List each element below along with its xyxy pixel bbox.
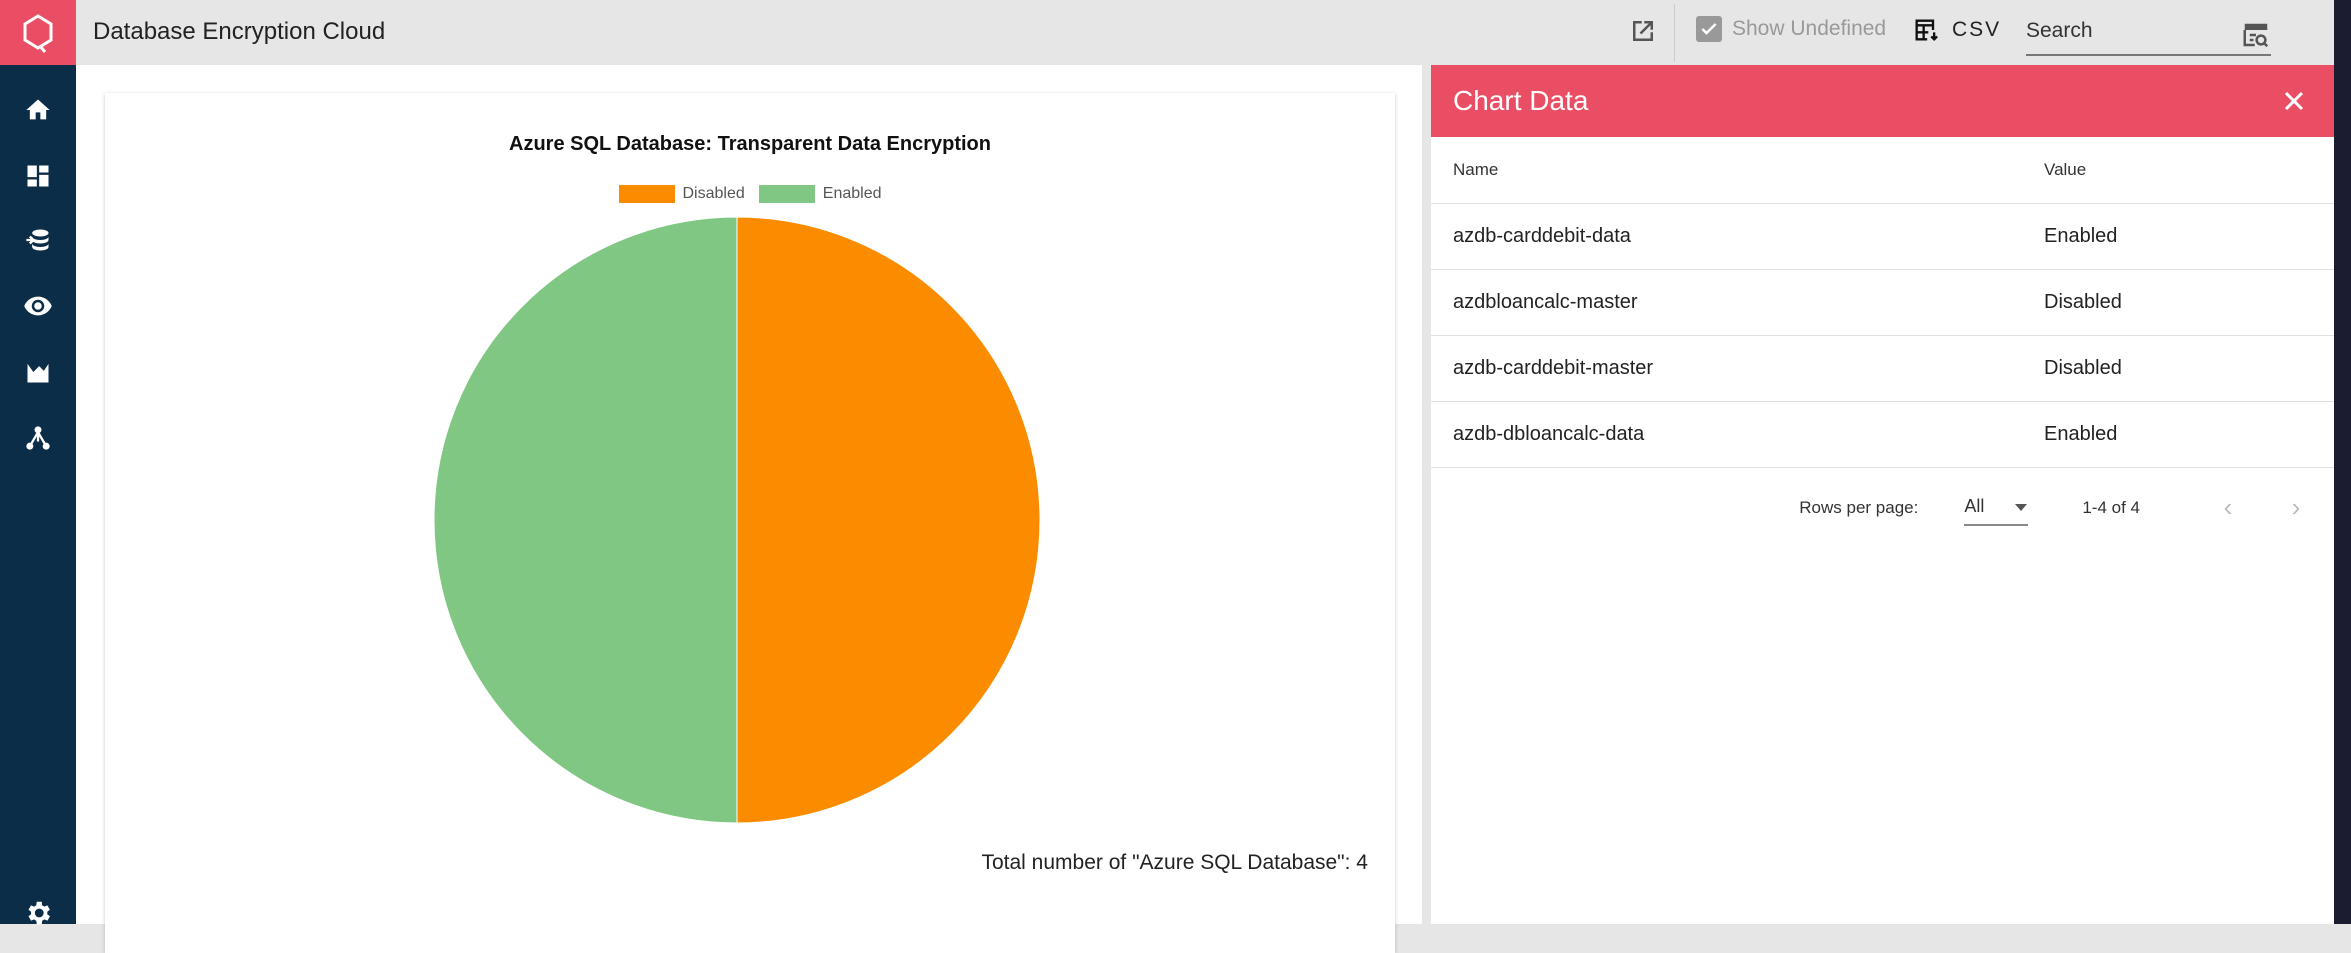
network-icon[interactable] bbox=[20, 420, 56, 456]
show-undefined-toggle[interactable]: Show Undefined bbox=[1696, 16, 1886, 42]
legend-label: Enabled bbox=[822, 185, 882, 202]
main-content: Azure SQL Database: Transparent Data Enc… bbox=[76, 65, 1422, 953]
logo[interactable] bbox=[0, 0, 76, 65]
table-row[interactable]: azdb-dbloancalc-data Enabled bbox=[1431, 401, 2334, 468]
page-range: 1-4 of 4 bbox=[2082, 497, 2140, 517]
rows-per-page-label: Rows per page: bbox=[1799, 497, 1919, 517]
rows-per-page-select[interactable]: All bbox=[1964, 490, 2029, 526]
divider bbox=[1674, 4, 1675, 62]
legend-swatch bbox=[758, 185, 815, 203]
table-row[interactable]: azdb-carddebit-master Disabled bbox=[1431, 335, 2334, 402]
chart-data-panel: Chart Data Name Value azdb-carddebit-dat… bbox=[1431, 65, 2334, 924]
top-bar: Database Encryption Cloud Show Undefined… bbox=[76, 0, 2351, 65]
open-external-button[interactable] bbox=[1628, 16, 1662, 50]
pie-chart bbox=[433, 216, 1041, 824]
cell-name: azdbloancalc-master bbox=[1431, 269, 2044, 336]
chart-card: Azure SQL Database: Transparent Data Enc… bbox=[105, 93, 1395, 953]
eye-icon[interactable] bbox=[20, 288, 56, 324]
dashboard-icon[interactable] bbox=[20, 158, 56, 194]
next-page-button[interactable]: › bbox=[2276, 488, 2316, 528]
search-icon[interactable] bbox=[2241, 20, 2271, 50]
prev-page-button[interactable]: ‹ bbox=[2208, 488, 2248, 528]
app-title: Database Encryption Cloud bbox=[93, 18, 386, 45]
panel-title: Chart Data bbox=[1453, 85, 1589, 116]
area-chart-icon[interactable] bbox=[20, 354, 56, 390]
cell-value: Enabled bbox=[2044, 203, 2334, 270]
pie-slice-enabled[interactable] bbox=[433, 216, 738, 824]
table-download-icon bbox=[1915, 19, 1938, 41]
search-input[interactable] bbox=[2026, 10, 2226, 52]
close-button[interactable] bbox=[2276, 83, 2312, 119]
cell-value: Disabled bbox=[2044, 269, 2334, 336]
home-icon[interactable] bbox=[20, 92, 56, 128]
close-icon bbox=[2284, 91, 2304, 111]
database-icon[interactable] bbox=[20, 222, 56, 258]
csv-label: CSV bbox=[1952, 18, 2002, 41]
logo-icon bbox=[23, 13, 53, 53]
cell-name: azdb-carddebit-master bbox=[1431, 335, 2044, 402]
chevron-right-icon: › bbox=[2291, 492, 2301, 522]
legend-item-disabled[interactable]: Disabled bbox=[618, 185, 745, 203]
cell-name: azdb-dbloancalc-data bbox=[1431, 401, 2044, 468]
legend-item-enabled[interactable]: Enabled bbox=[758, 185, 882, 203]
cell-value: Enabled bbox=[2044, 401, 2334, 468]
cell-name: azdb-carddebit-data bbox=[1431, 203, 2044, 270]
pie-slice-disabled[interactable] bbox=[736, 216, 1041, 824]
sidebar bbox=[0, 0, 76, 925]
caret-down-icon bbox=[2015, 503, 2028, 511]
cell-value: Disabled bbox=[2044, 335, 2334, 402]
csv-export-button[interactable]: CSV bbox=[1912, 16, 2001, 44]
checkbox-checked-icon[interactable] bbox=[1696, 16, 1722, 42]
chart-title: Azure SQL Database: Transparent Data Enc… bbox=[509, 133, 991, 155]
panel-header: Chart Data bbox=[1431, 65, 2334, 137]
data-table: Name Value azdb-carddebit-data Enabled azd… bbox=[1431, 137, 2334, 468]
rows-per-page-value: All bbox=[1964, 496, 1985, 516]
table-row[interactable]: azdb-carddebit-data Enabled bbox=[1431, 203, 2334, 270]
gear-icon[interactable] bbox=[20, 895, 56, 931]
chevron-left-icon: ‹ bbox=[2223, 492, 2233, 522]
window-edge bbox=[2334, 0, 2351, 924]
splitter[interactable] bbox=[1422, 65, 1431, 924]
total-count: Total number of "Azure SQL Database": 4 bbox=[981, 851, 1368, 874]
legend-label: Disabled bbox=[682, 185, 745, 202]
chart-legend: Disabled Enabled bbox=[105, 185, 1395, 203]
pagination: Rows per page: All 1-4 of 4 ‹ › bbox=[1431, 468, 2334, 548]
table-header: Name Value bbox=[1431, 137, 2334, 204]
show-undefined-label: Show Undefined bbox=[1732, 17, 1887, 40]
table-row[interactable]: azdbloancalc-master Disabled bbox=[1431, 269, 2334, 336]
search-field[interactable] bbox=[2026, 10, 2271, 56]
open-external-icon bbox=[1633, 21, 1653, 41]
legend-swatch bbox=[618, 185, 675, 203]
column-header-value[interactable]: Value bbox=[2044, 137, 2334, 204]
column-header-name[interactable]: Name bbox=[1431, 137, 2044, 204]
